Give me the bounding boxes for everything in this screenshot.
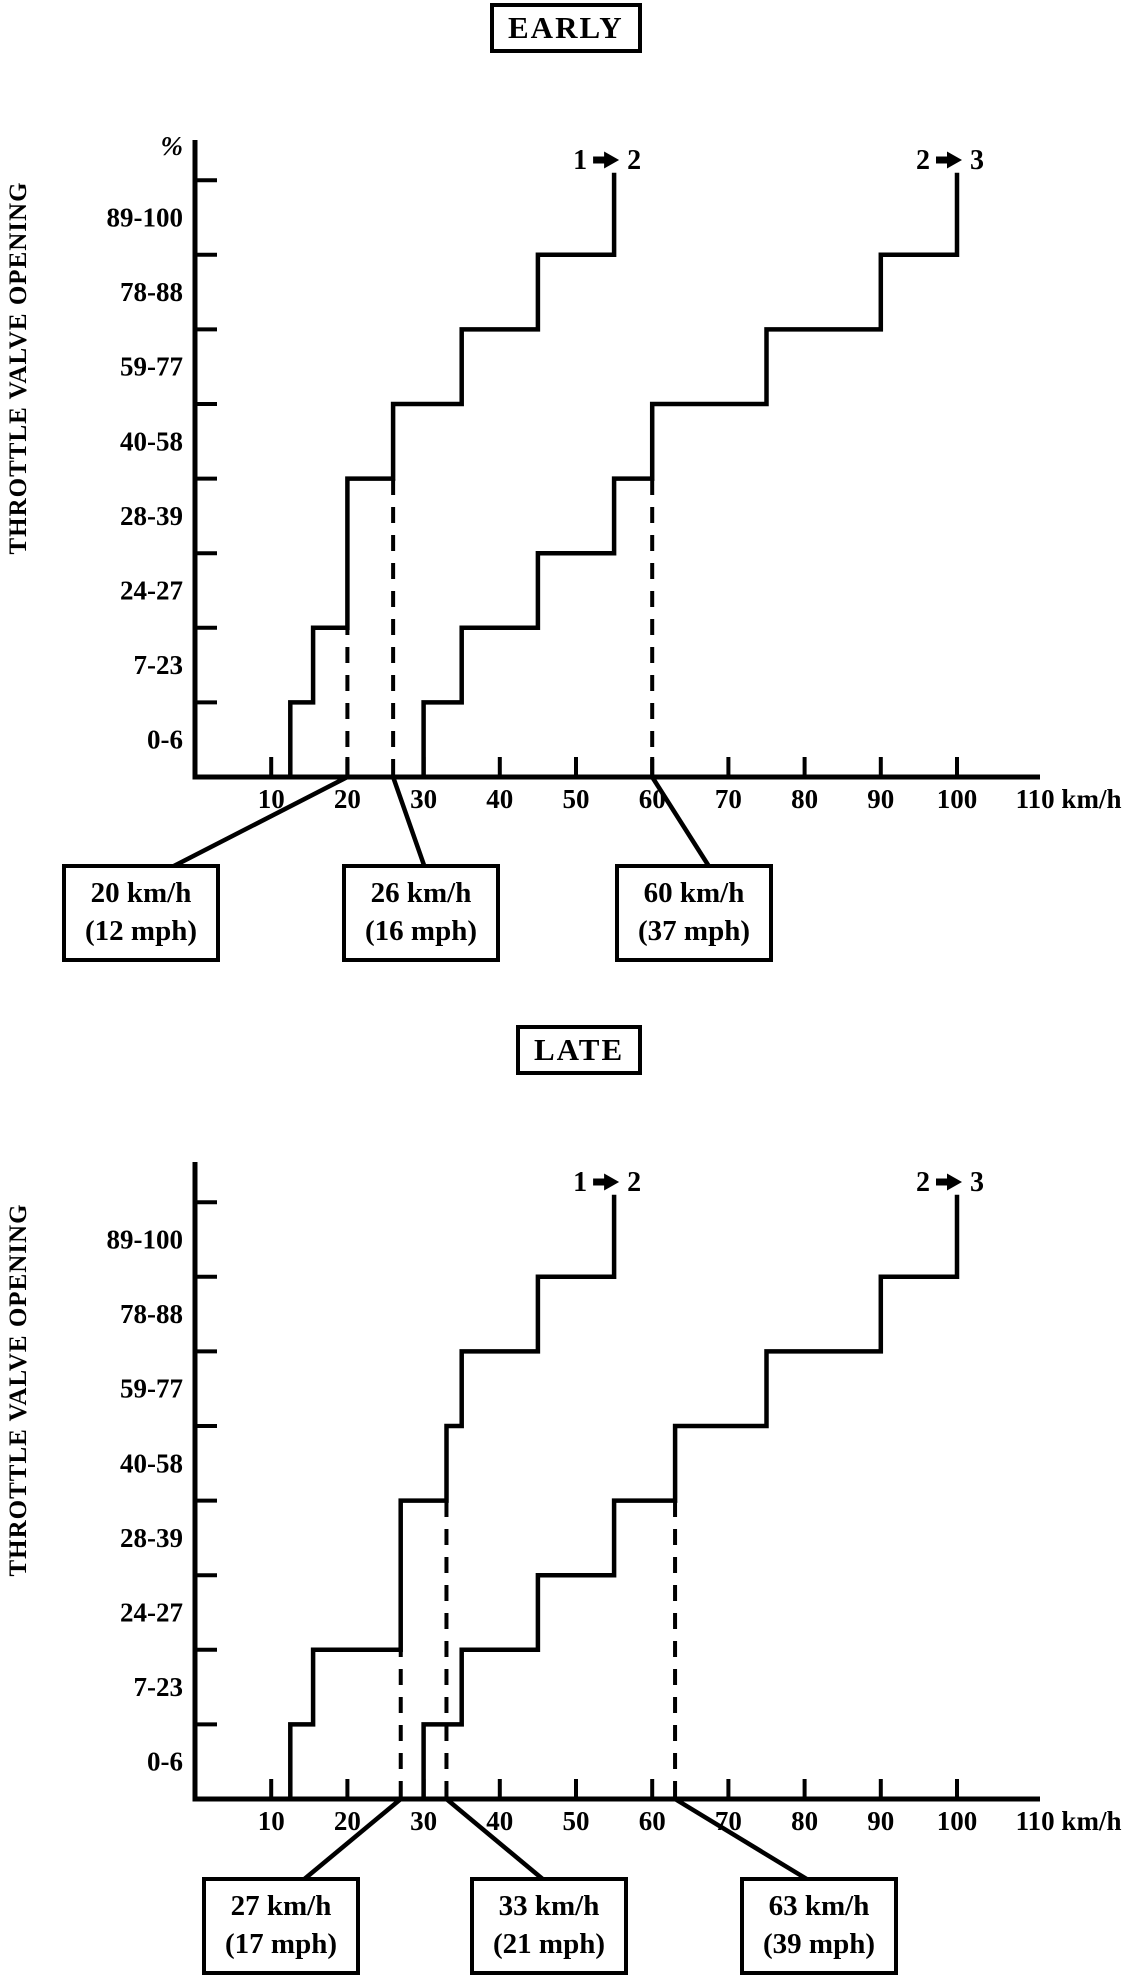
y-band-label: 0-6 — [147, 725, 183, 755]
right-arrow-icon — [593, 151, 620, 169]
callout-mph: (39 mph) — [763, 1928, 875, 1960]
x-tick-label: 20 — [334, 1806, 361, 1836]
y-band-label: 59-77 — [120, 1374, 183, 1404]
chart-title-late: LATE — [516, 1025, 643, 1075]
gear-label-from: 1 — [573, 145, 587, 176]
x-tick-label: 60 — [639, 1806, 666, 1836]
callout-mph: (12 mph) — [85, 915, 197, 947]
y-band-label: 24-27 — [120, 1598, 183, 1628]
callout-leader-line — [300, 1797, 403, 1883]
y-axis-title: THROTTLE VALVE OPENING — [5, 1203, 32, 1576]
y-band-label: 78-88 — [120, 1299, 183, 1329]
gear-label-to: 3 — [970, 145, 984, 176]
y-band-label: 7-23 — [134, 1672, 184, 1702]
callout-leader-line — [390, 776, 428, 869]
y-axis-unit-label: % — [161, 131, 184, 161]
curve-2-3 — [421, 1194, 960, 1799]
y-axis-title: THROTTLE VALVE OPENING — [5, 181, 32, 554]
y-band-label: 0-6 — [147, 1747, 183, 1777]
x-tick-label: 30 — [410, 1806, 437, 1836]
y-band-label: 89-100 — [107, 203, 184, 233]
y-band-label: 40-58 — [120, 1448, 183, 1478]
x-tick-label: 40 — [486, 1806, 513, 1836]
x-tick-label: 10 — [258, 1806, 285, 1836]
right-arrow-icon — [593, 1173, 620, 1191]
early-chart: 0-6 7-23 24-27 28-39 40-58 59-77 78-88 89-100% T… — [5, 131, 1122, 871]
x-tick-label: 90 — [867, 1806, 894, 1836]
x-tick-label: 100 — [937, 1806, 978, 1836]
callout-speed: 27 km/h — [230, 1890, 332, 1922]
x-tick-label: 50 — [563, 1806, 590, 1836]
y-band-label: 7-23 — [134, 650, 184, 680]
y-band-label: 28-39 — [120, 501, 183, 531]
callout-leader-line — [673, 1797, 812, 1883]
x-tick-label: 80 — [791, 1806, 818, 1836]
late-chart: 0-6 7-23 24-27 28-39 40-58 59-77 78-88 89-100 TH… — [5, 1162, 1122, 1883]
right-arrow-icon — [936, 151, 962, 169]
curve-1-2 — [288, 172, 617, 777]
callout-box: 33 km/h (21 mph) — [470, 1877, 628, 1975]
x-tick-label: 40 — [486, 784, 513, 814]
x-tick-label: 70 — [715, 784, 742, 814]
callout-speed: 20 km/h — [90, 877, 192, 909]
x-tick-label: 80 — [791, 784, 818, 814]
gear-label-from: 2 — [916, 145, 930, 176]
x-tick-label: 20 — [334, 784, 361, 814]
callout-box: 20 km/h (12 mph) — [62, 864, 220, 962]
x-tick-label: 50 — [563, 784, 590, 814]
gear-label-to: 3 — [970, 1167, 984, 1198]
y-band-label: 40-58 — [120, 426, 183, 456]
callout-box: 60 km/h (37 mph) — [615, 864, 773, 962]
y-band-label: 89-100 — [107, 1225, 184, 1255]
gear-label-to: 2 — [627, 145, 641, 176]
x-axis-end-label: 110 km/h — [1016, 1806, 1122, 1836]
right-arrow-icon — [936, 1173, 962, 1191]
callout-leader-line — [168, 774, 349, 871]
callout-box: 27 km/h (17 mph) — [202, 1877, 360, 1975]
callout-mph: (17 mph) — [225, 1928, 337, 1960]
x-tick-label: 30 — [410, 784, 437, 814]
callout-speed: 26 km/h — [370, 877, 472, 909]
gear-label-to: 2 — [627, 1167, 641, 1198]
y-band-label: 28-39 — [120, 1523, 183, 1553]
callout-mph: (37 mph) — [638, 915, 750, 947]
y-band-label: 78-88 — [120, 277, 183, 307]
callout-mph: (21 mph) — [493, 1928, 605, 1960]
curve-2-3 — [421, 172, 960, 777]
callout-box: 63 km/h (39 mph) — [740, 1877, 898, 1975]
callout-leader-line — [445, 1797, 547, 1883]
callout-speed: 60 km/h — [643, 877, 745, 909]
callout-leader-line — [650, 775, 712, 870]
x-axis-end-label: 110 km/h — [1016, 784, 1122, 814]
curve-1-2 — [288, 1194, 617, 1799]
callout-speed: 33 km/h — [498, 1890, 600, 1922]
callout-speed: 63 km/h — [768, 1890, 870, 1922]
callout-box: 26 km/h (16 mph) — [342, 864, 500, 962]
y-band-label: 59-77 — [120, 352, 183, 382]
callout-mph: (16 mph) — [365, 915, 477, 947]
chart-title-early: EARLY — [490, 3, 642, 53]
gear-label-from: 2 — [916, 1167, 930, 1198]
x-tick-label: 90 — [867, 784, 894, 814]
y-band-label: 24-27 — [120, 576, 183, 606]
gear-label-from: 1 — [573, 1167, 587, 1198]
x-tick-label: 100 — [937, 784, 978, 814]
